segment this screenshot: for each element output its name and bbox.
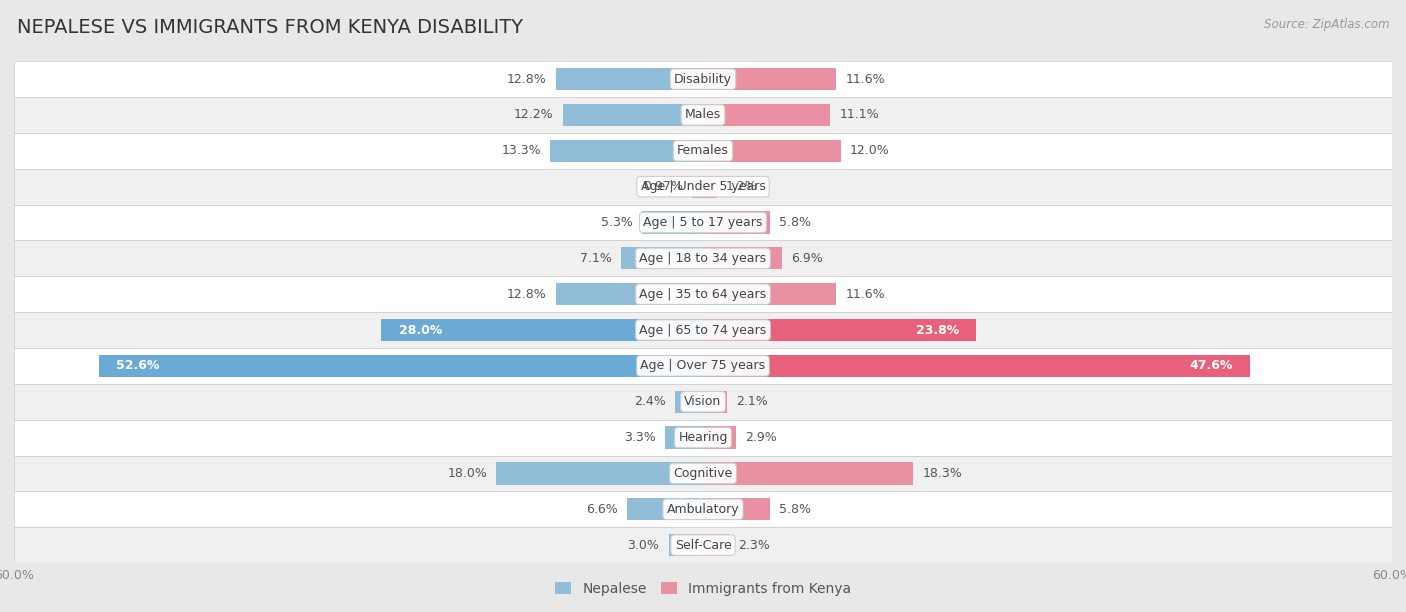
Bar	[555, 283, 703, 305]
Bar	[14, 384, 1392, 420]
Text: Age | 18 to 34 years: Age | 18 to 34 years	[640, 252, 766, 265]
Text: Age | 65 to 74 years: Age | 65 to 74 years	[640, 324, 766, 337]
Bar	[14, 312, 1392, 348]
Bar	[14, 491, 1392, 527]
Text: 0.97%: 0.97%	[643, 180, 683, 193]
Legend: Nepalese, Immigrants from Kenya: Nepalese, Immigrants from Kenya	[548, 576, 858, 601]
Text: Self-Care: Self-Care	[675, 539, 731, 551]
Bar	[703, 211, 769, 234]
Text: 52.6%: 52.6%	[117, 359, 160, 372]
Bar	[703, 390, 727, 413]
Bar	[550, 140, 703, 162]
Bar	[14, 276, 1392, 312]
Bar	[555, 68, 703, 90]
Text: 2.1%: 2.1%	[737, 395, 768, 408]
Text: Ambulatory: Ambulatory	[666, 503, 740, 516]
Text: 5.8%: 5.8%	[779, 216, 811, 229]
Text: Age | Under 5 years: Age | Under 5 years	[641, 180, 765, 193]
Text: Source: ZipAtlas.com: Source: ZipAtlas.com	[1264, 18, 1389, 31]
Text: 2.3%: 2.3%	[738, 539, 770, 551]
Text: Age | 5 to 17 years: Age | 5 to 17 years	[644, 216, 762, 229]
Bar	[703, 319, 976, 341]
Text: 18.0%: 18.0%	[447, 467, 486, 480]
Bar	[703, 462, 912, 485]
Bar	[14, 61, 1392, 97]
Bar	[703, 68, 837, 90]
Text: Males: Males	[685, 108, 721, 121]
Bar	[98, 355, 703, 377]
Text: 5.8%: 5.8%	[779, 503, 811, 516]
Bar	[692, 176, 703, 198]
Bar	[703, 534, 730, 556]
Text: 6.6%: 6.6%	[586, 503, 619, 516]
Text: Disability: Disability	[673, 73, 733, 86]
Bar	[14, 420, 1392, 455]
Bar	[703, 140, 841, 162]
Text: Vision: Vision	[685, 395, 721, 408]
Text: Females: Females	[678, 144, 728, 157]
Text: 2.9%: 2.9%	[745, 431, 778, 444]
Text: 5.3%: 5.3%	[602, 216, 633, 229]
Text: 13.3%: 13.3%	[502, 144, 541, 157]
Text: 6.9%: 6.9%	[792, 252, 823, 265]
Bar	[14, 348, 1392, 384]
Bar	[703, 176, 717, 198]
Bar	[703, 104, 831, 126]
Bar	[703, 355, 1250, 377]
Bar	[562, 104, 703, 126]
Text: 2.4%: 2.4%	[634, 395, 666, 408]
Bar	[14, 97, 1392, 133]
Text: 11.6%: 11.6%	[845, 288, 884, 300]
Bar	[14, 133, 1392, 169]
Text: 12.2%: 12.2%	[515, 108, 554, 121]
Bar	[703, 498, 769, 520]
Text: 1.2%: 1.2%	[725, 180, 758, 193]
Bar	[14, 169, 1392, 204]
Bar	[669, 534, 703, 556]
Bar	[381, 319, 703, 341]
Text: Hearing: Hearing	[678, 431, 728, 444]
Text: 18.3%: 18.3%	[922, 467, 962, 480]
Bar	[665, 427, 703, 449]
Text: 12.8%: 12.8%	[508, 288, 547, 300]
Bar	[703, 283, 837, 305]
Text: Age | Over 75 years: Age | Over 75 years	[641, 359, 765, 372]
Text: 3.0%: 3.0%	[627, 539, 659, 551]
Text: 28.0%: 28.0%	[399, 324, 441, 337]
Text: 3.3%: 3.3%	[624, 431, 657, 444]
Text: 7.1%: 7.1%	[581, 252, 612, 265]
Bar	[703, 427, 737, 449]
Bar	[703, 247, 782, 269]
Text: Age | 35 to 64 years: Age | 35 to 64 years	[640, 288, 766, 300]
Bar	[643, 211, 703, 234]
Bar	[14, 527, 1392, 563]
Bar	[14, 455, 1392, 491]
Text: 23.8%: 23.8%	[915, 324, 959, 337]
Bar	[14, 204, 1392, 241]
Bar	[675, 390, 703, 413]
Text: 11.1%: 11.1%	[839, 108, 879, 121]
Text: 12.0%: 12.0%	[851, 144, 890, 157]
Text: 11.6%: 11.6%	[845, 73, 884, 86]
Bar	[14, 241, 1392, 276]
Text: NEPALESE VS IMMIGRANTS FROM KENYA DISABILITY: NEPALESE VS IMMIGRANTS FROM KENYA DISABI…	[17, 18, 523, 37]
Bar	[496, 462, 703, 485]
Text: 12.8%: 12.8%	[508, 73, 547, 86]
Text: 47.6%: 47.6%	[1189, 359, 1232, 372]
Bar	[621, 247, 703, 269]
Bar	[627, 498, 703, 520]
Text: Cognitive: Cognitive	[673, 467, 733, 480]
